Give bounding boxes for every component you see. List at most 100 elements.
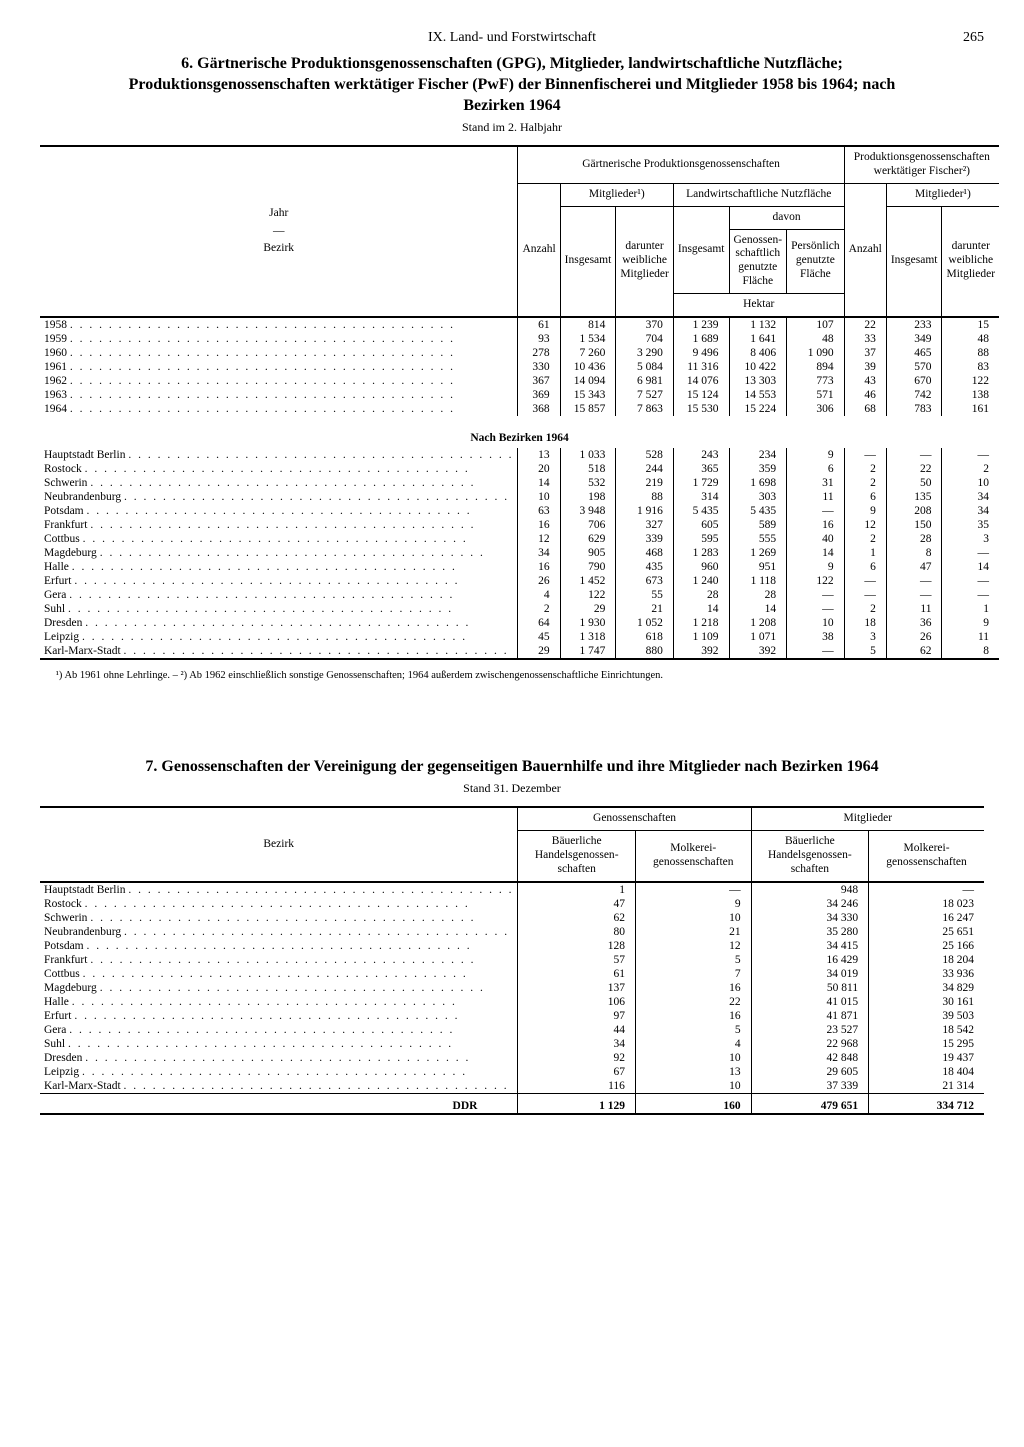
row-label: 1963: [40, 388, 518, 402]
cell: 10: [942, 476, 999, 490]
cell: 589: [729, 518, 787, 532]
row-label: Karl-Marx-Stadt: [40, 1079, 518, 1094]
cell: 92: [518, 1051, 635, 1065]
cell: 1 916: [616, 504, 674, 518]
cell: 330: [518, 360, 560, 374]
cell: 233: [886, 317, 942, 332]
cell: 783: [886, 402, 942, 416]
row-label: 1958: [40, 317, 518, 332]
cell: 15: [942, 317, 999, 332]
cell: 1: [844, 546, 886, 560]
cell: 10: [635, 1051, 751, 1065]
cell: 21: [616, 602, 674, 616]
cell: 790: [560, 560, 616, 574]
cell: 7 863: [616, 402, 674, 416]
cell: 570: [886, 360, 942, 374]
hdr-insg3: Insgesamt: [886, 206, 942, 316]
row-label: Potsdam: [40, 504, 518, 518]
cell: 1 930: [560, 616, 616, 630]
cell: 26: [886, 630, 942, 644]
hdr-nutz: Landwirtschaftliche Nutzfläche: [673, 183, 844, 206]
cell: 22 968: [751, 1037, 868, 1051]
row-label: Hauptstadt Berlin: [40, 448, 518, 462]
t7-total-v3: 334 712: [869, 1093, 984, 1114]
cell: 392: [729, 644, 787, 659]
cell: 5 435: [729, 504, 787, 518]
cell: 67: [518, 1065, 635, 1079]
row-label: Erfurt: [40, 1009, 518, 1023]
cell: 10 436: [560, 360, 616, 374]
cell: 10: [635, 1079, 751, 1094]
cell: 306: [787, 402, 845, 416]
cell: 13: [518, 448, 560, 462]
cell: —: [787, 588, 845, 602]
cell: 532: [560, 476, 616, 490]
cell: 122: [942, 374, 999, 388]
cell: 773: [787, 374, 845, 388]
table6: Jahr — Bezirk Gärtnerische Produktionsge…: [40, 145, 999, 661]
cell: 80: [518, 925, 635, 939]
cell: 1 747: [560, 644, 616, 659]
cell: 6: [844, 490, 886, 504]
cell: 34: [942, 490, 999, 504]
row-label: 1962: [40, 374, 518, 388]
cell: 47: [886, 560, 942, 574]
cell: 4: [518, 588, 560, 602]
t7-total-v2: 479 651: [751, 1093, 868, 1114]
cell: 18: [844, 616, 886, 630]
row-label: 1964: [40, 402, 518, 416]
cell: 1 269: [729, 546, 787, 560]
cell: 61: [518, 967, 635, 981]
t7-hdr-bhg1: Bäuerliche Handelsgenossen­schaften: [518, 831, 635, 882]
cell: 30 161: [869, 995, 984, 1009]
cell: 15 124: [673, 388, 729, 402]
cell: 33: [844, 332, 886, 346]
cell: 61: [518, 317, 560, 332]
row-label: Hauptstadt Berlin: [40, 882, 518, 897]
cell: 57: [518, 953, 635, 967]
hdr-weibl1: darunter weibliche Mitglieder: [616, 206, 674, 316]
cell: 29: [518, 644, 560, 659]
hdr-genoss: Genossen­schaftlich genutzte Fläche: [729, 229, 787, 293]
hdr-gpg: Gärtnerische Produktionsgenossenschaften: [518, 146, 844, 183]
cell: 88: [942, 346, 999, 360]
cell: 55: [616, 588, 674, 602]
cell: 2: [942, 462, 999, 476]
cell: 22: [635, 995, 751, 1009]
cell: 10: [635, 911, 751, 925]
cell: 13 303: [729, 374, 787, 388]
cell: 35: [942, 518, 999, 532]
cell: 37 339: [751, 1079, 868, 1094]
cell: 905: [560, 546, 616, 560]
cell: 8: [942, 644, 999, 659]
table6-footnote: ¹) Ab 1961 ohne Lehrlinge. – ²) Ab 1962 …: [40, 670, 984, 681]
cell: 244: [616, 462, 674, 476]
cell: 16 429: [751, 953, 868, 967]
cell: —: [844, 448, 886, 462]
t7-hdr-bhg2: Bäuerliche Handelsgenossen­schaften: [751, 831, 868, 882]
page-number: 265: [944, 30, 984, 46]
cell: 1 033: [560, 448, 616, 462]
table6-subhead: Nach Bezirken 1964: [40, 426, 999, 448]
cell: 670: [886, 374, 942, 388]
cell: 16: [635, 1009, 751, 1023]
cell: 1 318: [560, 630, 616, 644]
cell: 34: [518, 546, 560, 560]
cell: 16 247: [869, 911, 984, 925]
cell: 16: [787, 518, 845, 532]
cell: 38: [787, 630, 845, 644]
cell: 122: [560, 588, 616, 602]
cell: 198: [560, 490, 616, 504]
cell: 3 948: [560, 504, 616, 518]
cell: 468: [616, 546, 674, 560]
cell: 365: [673, 462, 729, 476]
cell: 5: [844, 644, 886, 659]
cell: 5 084: [616, 360, 674, 374]
cell: 42 848: [751, 1051, 868, 1065]
row-label: Frankfurt: [40, 953, 518, 967]
cell: 1 729: [673, 476, 729, 490]
cell: 1 698: [729, 476, 787, 490]
row-label: Leipzig: [40, 1065, 518, 1079]
t7-hdr-molk2: Molkerei­genossenschaften: [869, 831, 984, 882]
cell: —: [886, 448, 942, 462]
